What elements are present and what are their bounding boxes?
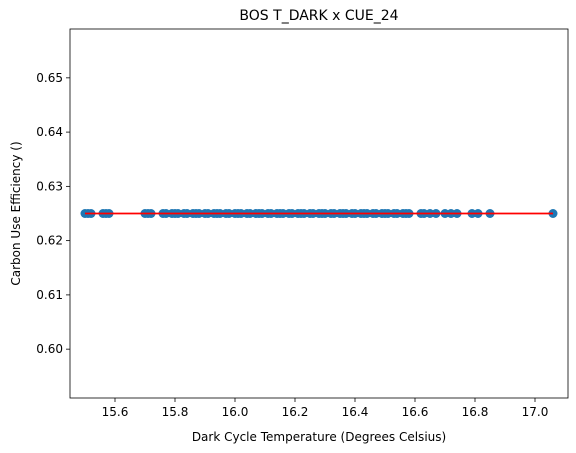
x-tick-label: 16.0	[222, 405, 249, 419]
y-axis: 0.60 0.61 0.62 0.63 0.64 0.65	[36, 71, 70, 356]
x-tick-label: 16.8	[462, 405, 489, 419]
chart-title: BOS T_DARK x CUE_24	[239, 8, 398, 24]
x-tick-label: 16.2	[282, 405, 309, 419]
x-tick-label: 15.8	[162, 405, 189, 419]
y-tick-label: 0.60	[36, 342, 63, 356]
y-tick-label: 0.61	[36, 288, 63, 302]
y-axis-label: Carbon Use Efficiency ()	[9, 141, 23, 285]
y-tick-label: 0.65	[36, 71, 63, 85]
y-tick-label: 0.64	[36, 125, 63, 139]
x-tick-label: 16.4	[342, 405, 369, 419]
x-tick-label: 16.6	[402, 405, 429, 419]
x-tick-label: 17.0	[522, 405, 549, 419]
x-axis-label: Dark Cycle Temperature (Degrees Celsius)	[192, 430, 446, 444]
y-tick-label: 0.63	[36, 179, 63, 193]
x-axis: 15.6 15.8 16.0 16.2 16.4 16.6 16.8 17.0	[102, 398, 549, 419]
x-tick-label: 15.6	[102, 405, 129, 419]
y-tick-label: 0.62	[36, 234, 63, 248]
